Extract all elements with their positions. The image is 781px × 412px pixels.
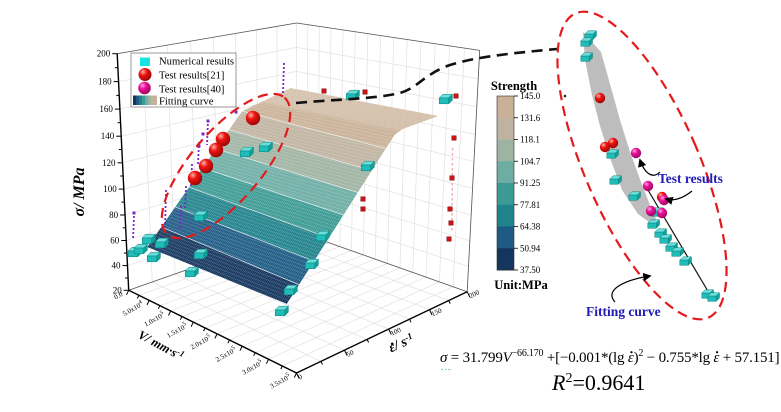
svg-text:σ = 31.799V−66.170 +[−0.001*(l: σ = 31.799V−66.170 +[−0.001*(lg ɛ)2 − 0.… [440,348,779,366]
svg-text:37.50: 37.50 [520,265,541,275]
svg-text:0.0: 0.0 [113,290,125,301]
svg-text:50.94: 50.94 [520,243,541,253]
svg-text:180: 180 [98,77,112,87]
svg-text:40: 40 [112,261,122,271]
svg-text:118.1: 118.1 [520,135,540,145]
svg-text:200: 200 [97,49,111,59]
svg-text:80: 80 [109,210,119,220]
svg-text:0: 0 [297,373,304,382]
svg-text:140: 140 [101,131,115,141]
svg-text:64.38: 64.38 [520,222,541,232]
svg-text:91.25: 91.25 [520,178,541,188]
svg-text:150: 150 [430,306,443,318]
svg-text:Numerical results: Numerical results [159,57,234,68]
svg-text:Test results[40]: Test results[40] [159,85,224,96]
svg-text:104.7: 104.7 [520,156,541,166]
svg-text:Fitting curve: Fitting curve [586,304,661,319]
svg-text:R2=0.9641: R2=0.9641 [551,370,645,395]
svg-text:160: 160 [99,104,113,114]
svg-text:Unit:MPa: Unit:MPa [494,278,548,292]
svg-text:Fitting curve: Fitting curve [159,97,214,108]
svg-text:77.81: 77.81 [520,200,540,210]
svg-text:50: 50 [345,348,355,358]
svg-text:200: 200 [468,288,481,300]
svg-text:Test results: Test results [658,171,723,186]
svg-text:100: 100 [103,184,117,194]
svg-text:σ/ MPa: σ/ MPa [71,167,88,216]
svg-text:100: 100 [389,326,402,338]
svg-text:145.0: 145.0 [520,91,541,101]
svg-text:Strength: Strength [491,79,537,93]
svg-text:60: 60 [110,236,120,246]
svg-text:20: 20 [113,285,123,295]
svg-text:131.6: 131.6 [520,113,541,123]
svg-text:120: 120 [102,158,116,168]
svg-text:Test results[21]: Test results[21] [159,71,224,82]
